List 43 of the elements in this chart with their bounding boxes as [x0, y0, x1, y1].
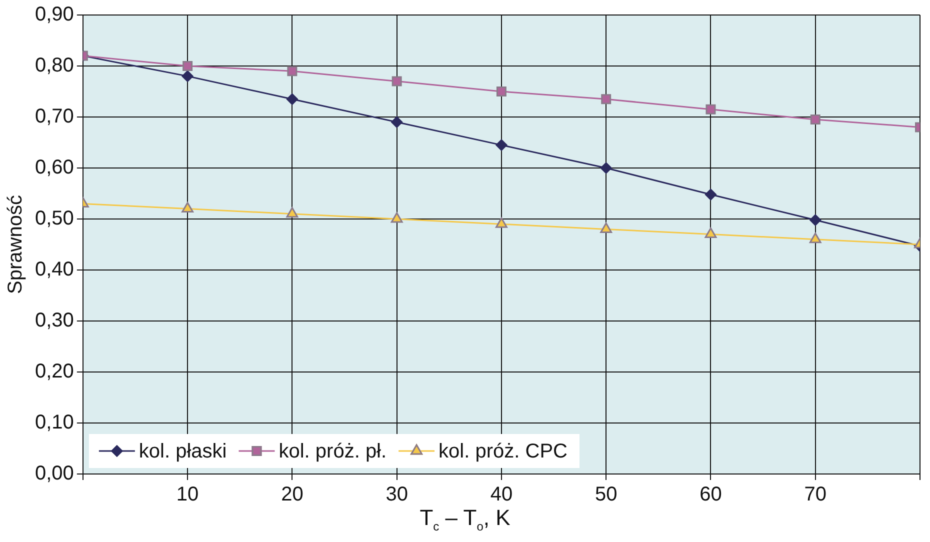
point: [810, 114, 820, 125]
legend-label: kol. próż. CPC: [438, 440, 568, 463]
point: [182, 70, 194, 82]
x-tick-label: 40: [490, 484, 513, 506]
x-axis-title: T$_{c}$ – T$_{o}$, K: [418, 505, 512, 534]
x-tick-label: 30: [386, 484, 408, 506]
point: [390, 212, 403, 223]
point: [600, 222, 612, 233]
point: [706, 104, 716, 114]
point: [392, 76, 402, 86]
y-tick-label: 0,00: [34, 462, 74, 485]
point: [287, 66, 298, 76]
y-tick-label: 0,40: [34, 258, 74, 281]
point: [809, 232, 822, 244]
x-tick-label: 20: [281, 484, 304, 506]
point: [496, 217, 508, 228]
point: [182, 202, 194, 213]
point: [704, 188, 716, 200]
y-tick-label: 0,60: [34, 156, 74, 179]
y-axis-title: Sprawność: [4, 195, 27, 294]
x-tick-label: 60: [700, 484, 722, 506]
point: [600, 162, 612, 174]
point: [704, 228, 717, 238]
point: [496, 86, 506, 96]
point: [286, 207, 298, 218]
legend-label: kol. próż. pł.: [278, 440, 387, 463]
point: [286, 93, 298, 105]
y-tick-label: 0,80: [34, 54, 74, 77]
y-tick-label: 0,10: [34, 412, 74, 434]
x-tick-label: 10: [176, 484, 199, 506]
legend-label: kol. płaski: [138, 440, 227, 463]
point: [496, 139, 508, 151]
x-tick-label: 70: [804, 484, 826, 506]
point: [182, 61, 193, 71]
y-tick-label: 0,70: [34, 106, 74, 128]
x-tick-label: 50: [594, 484, 618, 506]
point: [810, 214, 822, 226]
point: [601, 94, 612, 104]
point: [391, 116, 403, 128]
y-tick-label: 0,30: [34, 310, 74, 332]
y-tick-label: 0,90: [34, 4, 74, 26]
y-tick-label: 0,50: [34, 208, 74, 230]
y-tick-label: 0,20: [34, 360, 74, 383]
